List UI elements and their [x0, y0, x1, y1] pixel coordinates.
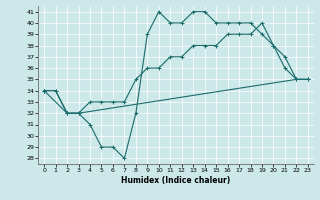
X-axis label: Humidex (Indice chaleur): Humidex (Indice chaleur)	[121, 176, 231, 185]
